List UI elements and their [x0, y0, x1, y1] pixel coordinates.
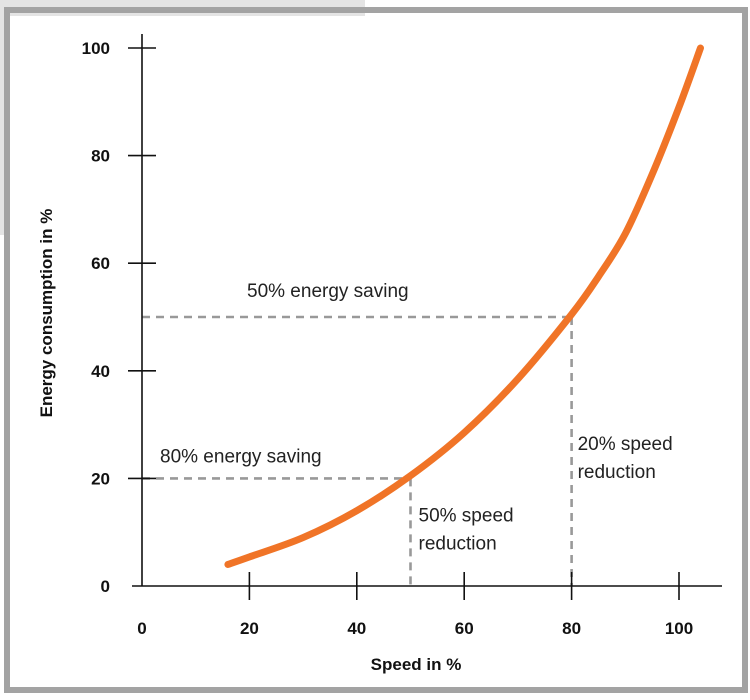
- x-axis-title: Speed in %: [371, 655, 462, 674]
- x-tick-label-60: 60: [455, 619, 474, 638]
- ann-80-saving: 80% energy saving: [160, 446, 322, 467]
- ann-20-speed-line-2: reduction: [578, 462, 656, 483]
- y-tick-label-20: 20: [91, 469, 110, 488]
- x-tick-label-0: 0: [137, 619, 146, 638]
- ann-50-saving: 50% energy saving: [247, 281, 409, 302]
- ann-80-saving-line-1: 80% energy saving: [160, 446, 322, 467]
- y-axis-title: Energy consumption in %: [37, 209, 56, 418]
- x-tick-label-80: 80: [562, 619, 581, 638]
- ann-20-speed: 20% speed reduction: [578, 434, 673, 483]
- y-tick-label-60: 60: [91, 254, 110, 273]
- energy-curve: [224, 44, 704, 568]
- frame-border: [4, 7, 748, 693]
- x-tick-label-20: 20: [240, 619, 259, 638]
- ann-50-saving-line-1: 50% energy saving: [247, 281, 409, 302]
- ann-50-speed-line-2: reduction: [419, 533, 497, 554]
- y-tick-label-0: 0: [101, 577, 110, 596]
- ann-20-speed-line-1: 20% speed: [578, 434, 673, 455]
- y-tick-label-80: 80: [91, 147, 110, 166]
- ann-50-speed-line-1: 50% speed: [419, 505, 514, 526]
- guide-lines: [142, 315, 573, 586]
- annotations: 50% energy saving 80% energy saving 50% sp…: [160, 281, 673, 554]
- ann-50-speed: 50% speed reduction: [419, 505, 514, 554]
- x-tick-label-40: 40: [347, 619, 366, 638]
- axes: [128, 34, 722, 600]
- y-tick-label-100: 100: [82, 39, 110, 58]
- x-tick-label-100: 100: [665, 619, 693, 638]
- tick-labels: 0 20 40 60 80 100 0 20 40 60 80 100: [82, 39, 694, 638]
- y-tick-label-40: 40: [91, 362, 110, 381]
- series-layer: [224, 44, 704, 568]
